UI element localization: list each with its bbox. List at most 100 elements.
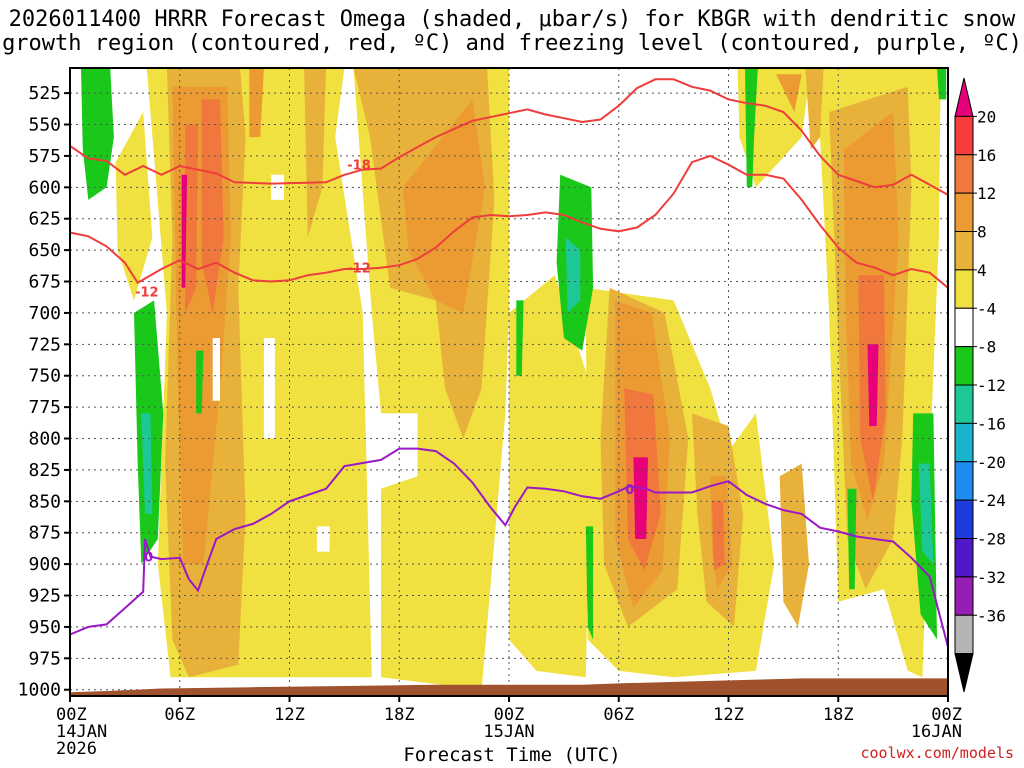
omega-region-neg4-9 <box>937 68 947 100</box>
omega-region-8-1 <box>304 68 327 238</box>
colorbar-swatch-7 <box>954 346 974 386</box>
omega-region-16-3 <box>712 501 725 571</box>
omega-region-4-2 <box>115 112 153 301</box>
dgz-contour-label-1: -12 <box>347 262 371 277</box>
colorbar-label-3: 8 <box>977 223 987 242</box>
colorbar-label-5: -4 <box>977 299 996 318</box>
contour-lines: -18 -12 -12 0 0 <box>69 78 949 648</box>
omega-region-12-2 <box>402 99 486 313</box>
colorbar-swatch-4 <box>954 231 974 271</box>
colorbar-swatch-5 <box>954 269 974 309</box>
xtick-date-8: 16JAN <box>911 722 962 742</box>
xtick-date-4: 15JAN <box>483 722 534 742</box>
ytick-label-825: 825 <box>28 460 61 481</box>
colorbar: 20 16 12 8 4 -4 -8 -12 -16 -20 -24 -28 -32 -36 <box>954 77 1006 693</box>
xtick-label-5: 06Z <box>603 705 634 725</box>
colorbar-swatch-10 <box>954 461 974 501</box>
colorbar-label-2: 12 <box>977 184 996 203</box>
omega-shading <box>81 68 947 690</box>
ytick-label-775: 775 <box>28 397 61 418</box>
ytick-label-600: 600 <box>28 177 61 198</box>
colorbar-label-10: -24 <box>977 491 1006 510</box>
xtick-label-1: 06Z <box>164 705 195 725</box>
freezing-level-label: 0 <box>625 483 634 498</box>
dgz-contour--12-1 <box>69 154 949 289</box>
colorbar-label-9: -20 <box>977 453 1006 472</box>
omega-region-neg4-5 <box>516 300 524 376</box>
ytick-label-750: 750 <box>28 366 61 387</box>
omega-region-20-2 <box>181 174 188 288</box>
colorbar-label-0: 20 <box>977 107 996 126</box>
colorbar-label-1: 16 <box>977 146 996 165</box>
colorbar-swatch-13 <box>954 576 974 616</box>
omega-region-neg4-0 <box>81 68 114 200</box>
ytick-label-550: 550 <box>28 115 61 136</box>
xtick-label-6: 12Z <box>713 705 744 725</box>
chart-title-line-2: growth region (contoured, red, ºC) and f… <box>2 31 1022 56</box>
ytick-label-925: 925 <box>28 586 61 607</box>
xtick-date-0: 14JAN <box>56 722 107 742</box>
omega-region-8-7 <box>805 68 824 150</box>
colorbar-label-12: -32 <box>977 568 1006 587</box>
ytick-label-800: 800 <box>28 429 61 450</box>
colorbar-swatch-1 <box>954 115 974 156</box>
x-axis-title: Forecast Time (UTC) <box>403 744 621 766</box>
freezing-level-contour <box>69 447 949 648</box>
omega-region-neg4-7 <box>847 488 857 590</box>
omega-region-8-5 <box>779 463 809 627</box>
colorbar-swatch-8 <box>954 384 974 424</box>
ytick-label-975: 975 <box>28 648 61 669</box>
colorbar-swatch-3 <box>954 192 974 232</box>
colorbar-swatch-14 <box>954 614 974 655</box>
omega-region-neg4-3 <box>745 68 758 188</box>
colorbar-label-4: 4 <box>977 261 987 280</box>
colorbar-swatch-12 <box>954 538 974 578</box>
credit-link[interactable]: coolwx.com/models <box>860 744 1014 762</box>
xtick-label-2: 12Z <box>274 705 305 725</box>
ytick-label-625: 625 <box>28 209 61 230</box>
omega-gap-4 <box>212 338 220 401</box>
y-axis: 525 550 575 600 625 650 675 700 725 750 775 800 825 8… <box>18 83 70 701</box>
colorbar-swatch-2 <box>954 154 974 194</box>
dgz-contour--18-0 <box>69 78 949 196</box>
chart-title-line-1: 2026011400 HRRR Forecast Omega (shaded, … <box>8 7 1016 32</box>
ytick-label-950: 950 <box>28 617 61 638</box>
ytick-label-525: 525 <box>28 83 61 104</box>
ytick-label-575: 575 <box>28 146 61 167</box>
colorbar-swatch-9 <box>954 422 974 463</box>
omega-region-neg8-1 <box>565 237 581 313</box>
omega-gap-2 <box>271 174 284 200</box>
colorbar-label-13: -36 <box>977 606 1006 625</box>
dgz-contour-label-0: -18 <box>347 159 371 174</box>
xtick-label-7: 18Z <box>823 705 854 725</box>
colorbar-label-11: -28 <box>977 530 1006 549</box>
xtick-label-0: 00Z <box>56 705 87 725</box>
terrain-area <box>70 678 948 696</box>
omega-gap-3 <box>263 338 275 439</box>
ytick-label-875: 875 <box>28 523 61 544</box>
omega-region-4-5 <box>509 275 592 678</box>
omega-region-16-0 <box>201 99 224 313</box>
ytick-label-725: 725 <box>28 334 61 355</box>
colorbar-label-8: -16 <box>977 414 1006 433</box>
colorbar-swatch-6 <box>954 307 974 348</box>
omega-region-neg4-8 <box>196 350 204 414</box>
omega-region-20-1 <box>867 344 879 426</box>
omega-region-neg4-6 <box>585 526 594 640</box>
omega-region-12-1 <box>249 68 264 138</box>
dgz-contour-label-2: -12 <box>135 286 159 301</box>
xtick-label-4: 00Z <box>494 705 525 725</box>
colorbar-swatch-0 <box>954 77 974 117</box>
colorbar-label-6: -8 <box>977 338 996 357</box>
xtick-label-3: 18Z <box>384 705 415 725</box>
ytick-label-650: 650 <box>28 240 61 261</box>
omega-region-neg8-2 <box>918 463 934 565</box>
colorbar-swatch-15 <box>954 653 974 693</box>
ytick-label-900: 900 <box>28 554 61 575</box>
ytick-label-1000: 1000 <box>18 680 61 701</box>
omega-region-12-6 <box>776 74 802 112</box>
ytick-label-700: 700 <box>28 303 61 324</box>
freezing-level-label-2: 0 <box>144 551 153 566</box>
ytick-label-675: 675 <box>28 272 61 293</box>
